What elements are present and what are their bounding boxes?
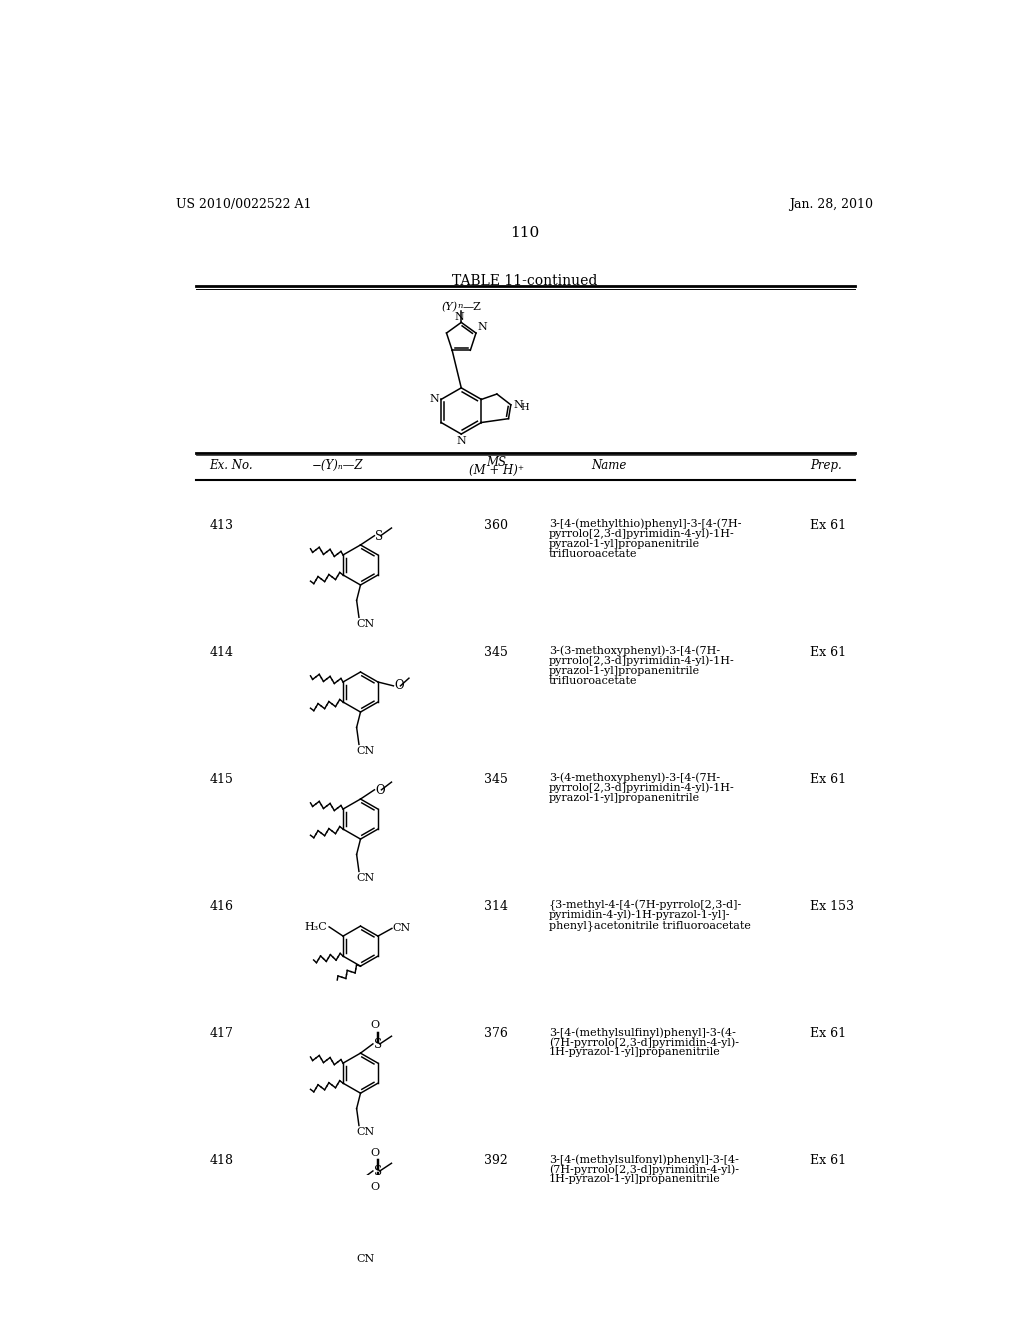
Text: O: O xyxy=(371,1183,380,1192)
Text: O: O xyxy=(375,784,385,797)
Text: {3-methyl-4-[4-(7H-pyrrolo[2,3-d]-: {3-methyl-4-[4-(7H-pyrrolo[2,3-d]- xyxy=(549,900,742,911)
Text: 413: 413 xyxy=(209,519,233,532)
Text: 3-[4-(methylsulfinyl)phenyl]-3-(4-: 3-[4-(methylsulfinyl)phenyl]-3-(4- xyxy=(549,1027,735,1038)
Text: pyrazol-1-yl]propanenitrile: pyrazol-1-yl]propanenitrile xyxy=(549,665,700,676)
Text: O: O xyxy=(371,1148,380,1158)
Text: Ex. No.: Ex. No. xyxy=(209,459,253,471)
Text: 3-[4-(methylthio)phenyl]-3-[4-(7H-: 3-[4-(methylthio)phenyl]-3-[4-(7H- xyxy=(549,519,741,529)
Text: 414: 414 xyxy=(209,645,233,659)
Text: (M + H)⁺: (M + H)⁺ xyxy=(469,465,523,477)
Text: TABLE 11-continued: TABLE 11-continued xyxy=(453,275,597,288)
Text: trifluoroacetate: trifluoroacetate xyxy=(549,676,637,686)
Text: 110: 110 xyxy=(510,226,540,240)
Text: CN: CN xyxy=(356,1127,375,1137)
Text: 3-(4-methoxyphenyl)-3-[4-(7H-: 3-(4-methoxyphenyl)-3-[4-(7H- xyxy=(549,774,720,784)
Text: Ex 61: Ex 61 xyxy=(810,774,846,785)
Text: 417: 417 xyxy=(209,1027,233,1040)
Text: N: N xyxy=(457,436,466,446)
Text: H: H xyxy=(520,403,528,412)
Text: CN: CN xyxy=(356,1254,375,1265)
Text: CN: CN xyxy=(356,619,375,628)
Text: —Z: —Z xyxy=(463,302,481,312)
Text: phenyl}acetonitrile trifluoroacetate: phenyl}acetonitrile trifluoroacetate xyxy=(549,920,751,931)
Text: 1H-pyrazol-1-yl]propanenitrile: 1H-pyrazol-1-yl]propanenitrile xyxy=(549,1173,721,1184)
Text: H₃C: H₃C xyxy=(305,921,328,932)
Text: CN: CN xyxy=(392,924,411,933)
Text: 392: 392 xyxy=(484,1154,508,1167)
Text: US 2010/0022522 A1: US 2010/0022522 A1 xyxy=(176,198,311,211)
Text: 345: 345 xyxy=(484,774,508,785)
Text: pyrrolo[2,3-d]pyrimidin-4-yl)-1H-: pyrrolo[2,3-d]pyrimidin-4-yl)-1H- xyxy=(549,783,734,793)
Text: N: N xyxy=(514,400,523,409)
Text: N: N xyxy=(430,395,439,404)
Text: 418: 418 xyxy=(209,1154,233,1167)
Text: (7H-pyrrolo[2,3-d]pyrimidin-4-yl)-: (7H-pyrrolo[2,3-d]pyrimidin-4-yl)- xyxy=(549,1164,739,1175)
Text: Ex 153: Ex 153 xyxy=(810,900,854,913)
Text: S: S xyxy=(374,1166,382,1179)
Text: (7H-pyrrolo[2,3-d]pyrimidin-4-yl)-: (7H-pyrrolo[2,3-d]pyrimidin-4-yl)- xyxy=(549,1038,739,1048)
Text: 345: 345 xyxy=(484,645,508,659)
Text: Ex 61: Ex 61 xyxy=(810,1154,846,1167)
Text: O: O xyxy=(394,680,403,693)
Text: trifluoroacetate: trifluoroacetate xyxy=(549,549,637,558)
Text: 3-[4-(methylsulfonyl)phenyl]-3-[4-: 3-[4-(methylsulfonyl)phenyl]-3-[4- xyxy=(549,1154,738,1164)
Text: Ex 61: Ex 61 xyxy=(810,645,846,659)
Text: N: N xyxy=(455,312,465,322)
Text: pyrazol-1-yl]propanenitrile: pyrazol-1-yl]propanenitrile xyxy=(549,793,700,803)
Text: 376: 376 xyxy=(484,1027,508,1040)
Text: Prep.: Prep. xyxy=(810,459,842,471)
Text: pyrimidin-4-yl)-1H-pyrazol-1-yl]-: pyrimidin-4-yl)-1H-pyrazol-1-yl]- xyxy=(549,909,730,920)
Text: 314: 314 xyxy=(484,900,508,913)
Text: CN: CN xyxy=(356,746,375,756)
Text: 415: 415 xyxy=(209,774,233,785)
Text: CN: CN xyxy=(356,873,375,883)
Text: Name: Name xyxy=(591,459,627,471)
Text: n: n xyxy=(458,302,463,310)
Text: 360: 360 xyxy=(484,519,508,532)
Text: pyrrolo[2,3-d]pyrimidin-4-yl)-1H-: pyrrolo[2,3-d]pyrimidin-4-yl)-1H- xyxy=(549,656,734,667)
Text: S: S xyxy=(375,529,383,543)
Text: O: O xyxy=(371,1020,380,1030)
Text: Ex 61: Ex 61 xyxy=(810,519,846,532)
Text: 3-(3-methoxyphenyl)-3-[4-(7H-: 3-(3-methoxyphenyl)-3-[4-(7H- xyxy=(549,645,720,656)
Text: S: S xyxy=(374,1038,382,1051)
Text: 416: 416 xyxy=(209,900,233,913)
Text: pyrazol-1-yl]propanenitrile: pyrazol-1-yl]propanenitrile xyxy=(549,539,700,549)
Text: MS: MS xyxy=(486,455,506,469)
Text: pyrrolo[2,3-d]pyrimidin-4-yl)-1H-: pyrrolo[2,3-d]pyrimidin-4-yl)-1H- xyxy=(549,529,734,540)
Text: Jan. 28, 2010: Jan. 28, 2010 xyxy=(790,198,873,211)
Text: N: N xyxy=(477,322,487,333)
Text: Ex 61: Ex 61 xyxy=(810,1027,846,1040)
Text: (Y): (Y) xyxy=(441,302,458,312)
Text: 1H-pyrazol-1-yl]propanenitrile: 1H-pyrazol-1-yl]propanenitrile xyxy=(549,1047,721,1057)
Text: −(Y)ₙ—Z: −(Y)ₙ—Z xyxy=(311,459,362,471)
